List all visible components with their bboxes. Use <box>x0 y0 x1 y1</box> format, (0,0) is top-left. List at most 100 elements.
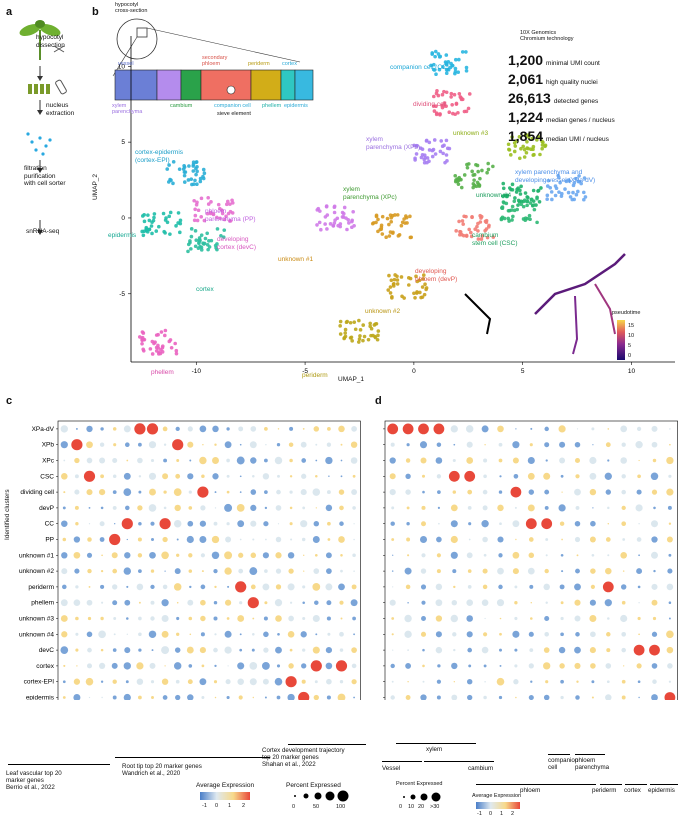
dot <box>86 599 93 606</box>
dot <box>498 553 503 558</box>
umap-cluster <box>431 89 472 117</box>
dot <box>111 662 118 669</box>
umap-point <box>504 194 509 199</box>
dot <box>637 585 641 589</box>
umap-point <box>540 143 545 147</box>
umap-point <box>511 214 515 219</box>
dot <box>315 507 317 509</box>
dot <box>338 536 345 543</box>
umap-point <box>206 202 211 206</box>
dot <box>75 585 79 589</box>
dot <box>391 680 394 683</box>
dot <box>75 616 79 621</box>
dot <box>276 443 281 447</box>
dot <box>238 426 244 432</box>
dot <box>591 427 595 431</box>
plant-icon <box>19 20 65 60</box>
umap-point <box>507 147 511 152</box>
umap-point <box>389 219 394 224</box>
umap-point <box>338 319 343 324</box>
dot <box>544 615 550 622</box>
dot <box>669 428 671 430</box>
umap-point <box>472 178 476 182</box>
umap-point <box>430 154 435 159</box>
dot <box>300 631 307 638</box>
dot <box>150 569 155 573</box>
umap-point <box>546 178 551 183</box>
dot <box>421 600 426 605</box>
umap-point <box>464 50 468 54</box>
dot <box>312 646 320 654</box>
dot <box>172 439 184 451</box>
umap-point <box>535 138 539 142</box>
dot <box>353 538 355 541</box>
dot <box>606 648 611 653</box>
row-label: PP <box>45 537 54 544</box>
umap-point <box>338 222 343 226</box>
umap-point <box>444 62 449 67</box>
dot <box>497 425 504 433</box>
umap-point <box>447 110 452 115</box>
dot <box>138 616 142 621</box>
dot <box>340 569 343 573</box>
dot <box>466 615 473 622</box>
umap-point <box>513 196 517 200</box>
dot <box>407 649 409 651</box>
dot <box>652 458 657 463</box>
stats-header: 10X Genomics Chromium technology <box>520 30 574 43</box>
dot <box>621 489 626 495</box>
umap-point <box>356 340 361 344</box>
dot <box>200 615 206 622</box>
dot <box>404 614 412 623</box>
dot <box>314 600 319 605</box>
dot <box>653 569 656 573</box>
dot <box>289 648 293 652</box>
dot <box>497 504 504 512</box>
dot <box>452 490 457 494</box>
dot <box>213 600 218 605</box>
umap-point <box>147 218 152 223</box>
umap-point <box>415 291 419 295</box>
dot <box>591 680 595 684</box>
row-label: cortex-EPI <box>24 679 55 686</box>
dot <box>530 427 533 430</box>
dot <box>325 646 333 654</box>
umap-point <box>559 194 564 198</box>
dot <box>512 568 519 575</box>
dot <box>620 425 628 433</box>
umap-point <box>395 213 400 217</box>
umap-point <box>340 210 345 215</box>
umap-point <box>439 139 444 143</box>
umap-point <box>141 233 146 238</box>
umap-cluster <box>386 273 429 300</box>
dot <box>138 475 142 478</box>
cluster-label-pp: phloem parenchyma (PP) <box>205 208 256 223</box>
umap-point <box>342 335 347 340</box>
dot <box>667 663 673 669</box>
dot <box>98 630 106 639</box>
umap-point <box>532 203 537 207</box>
dot <box>275 568 282 574</box>
dot <box>112 490 117 494</box>
umap-point <box>582 176 587 180</box>
umap-point <box>515 207 520 212</box>
dot <box>351 584 357 590</box>
dot <box>436 679 442 684</box>
row-label: devC <box>39 647 54 654</box>
umap-point <box>519 184 523 189</box>
dot <box>313 568 320 574</box>
dot <box>421 505 426 510</box>
umap-point <box>483 219 488 224</box>
dot <box>188 506 193 510</box>
dot <box>100 427 104 431</box>
dot <box>289 475 293 478</box>
umap-point <box>202 171 207 176</box>
umap-point <box>169 178 173 183</box>
umap-point <box>199 215 204 219</box>
dot <box>134 423 146 435</box>
umap-point <box>371 333 375 338</box>
dot <box>112 679 117 684</box>
dot <box>353 570 355 572</box>
umap-point <box>409 235 414 240</box>
dot <box>300 520 308 528</box>
